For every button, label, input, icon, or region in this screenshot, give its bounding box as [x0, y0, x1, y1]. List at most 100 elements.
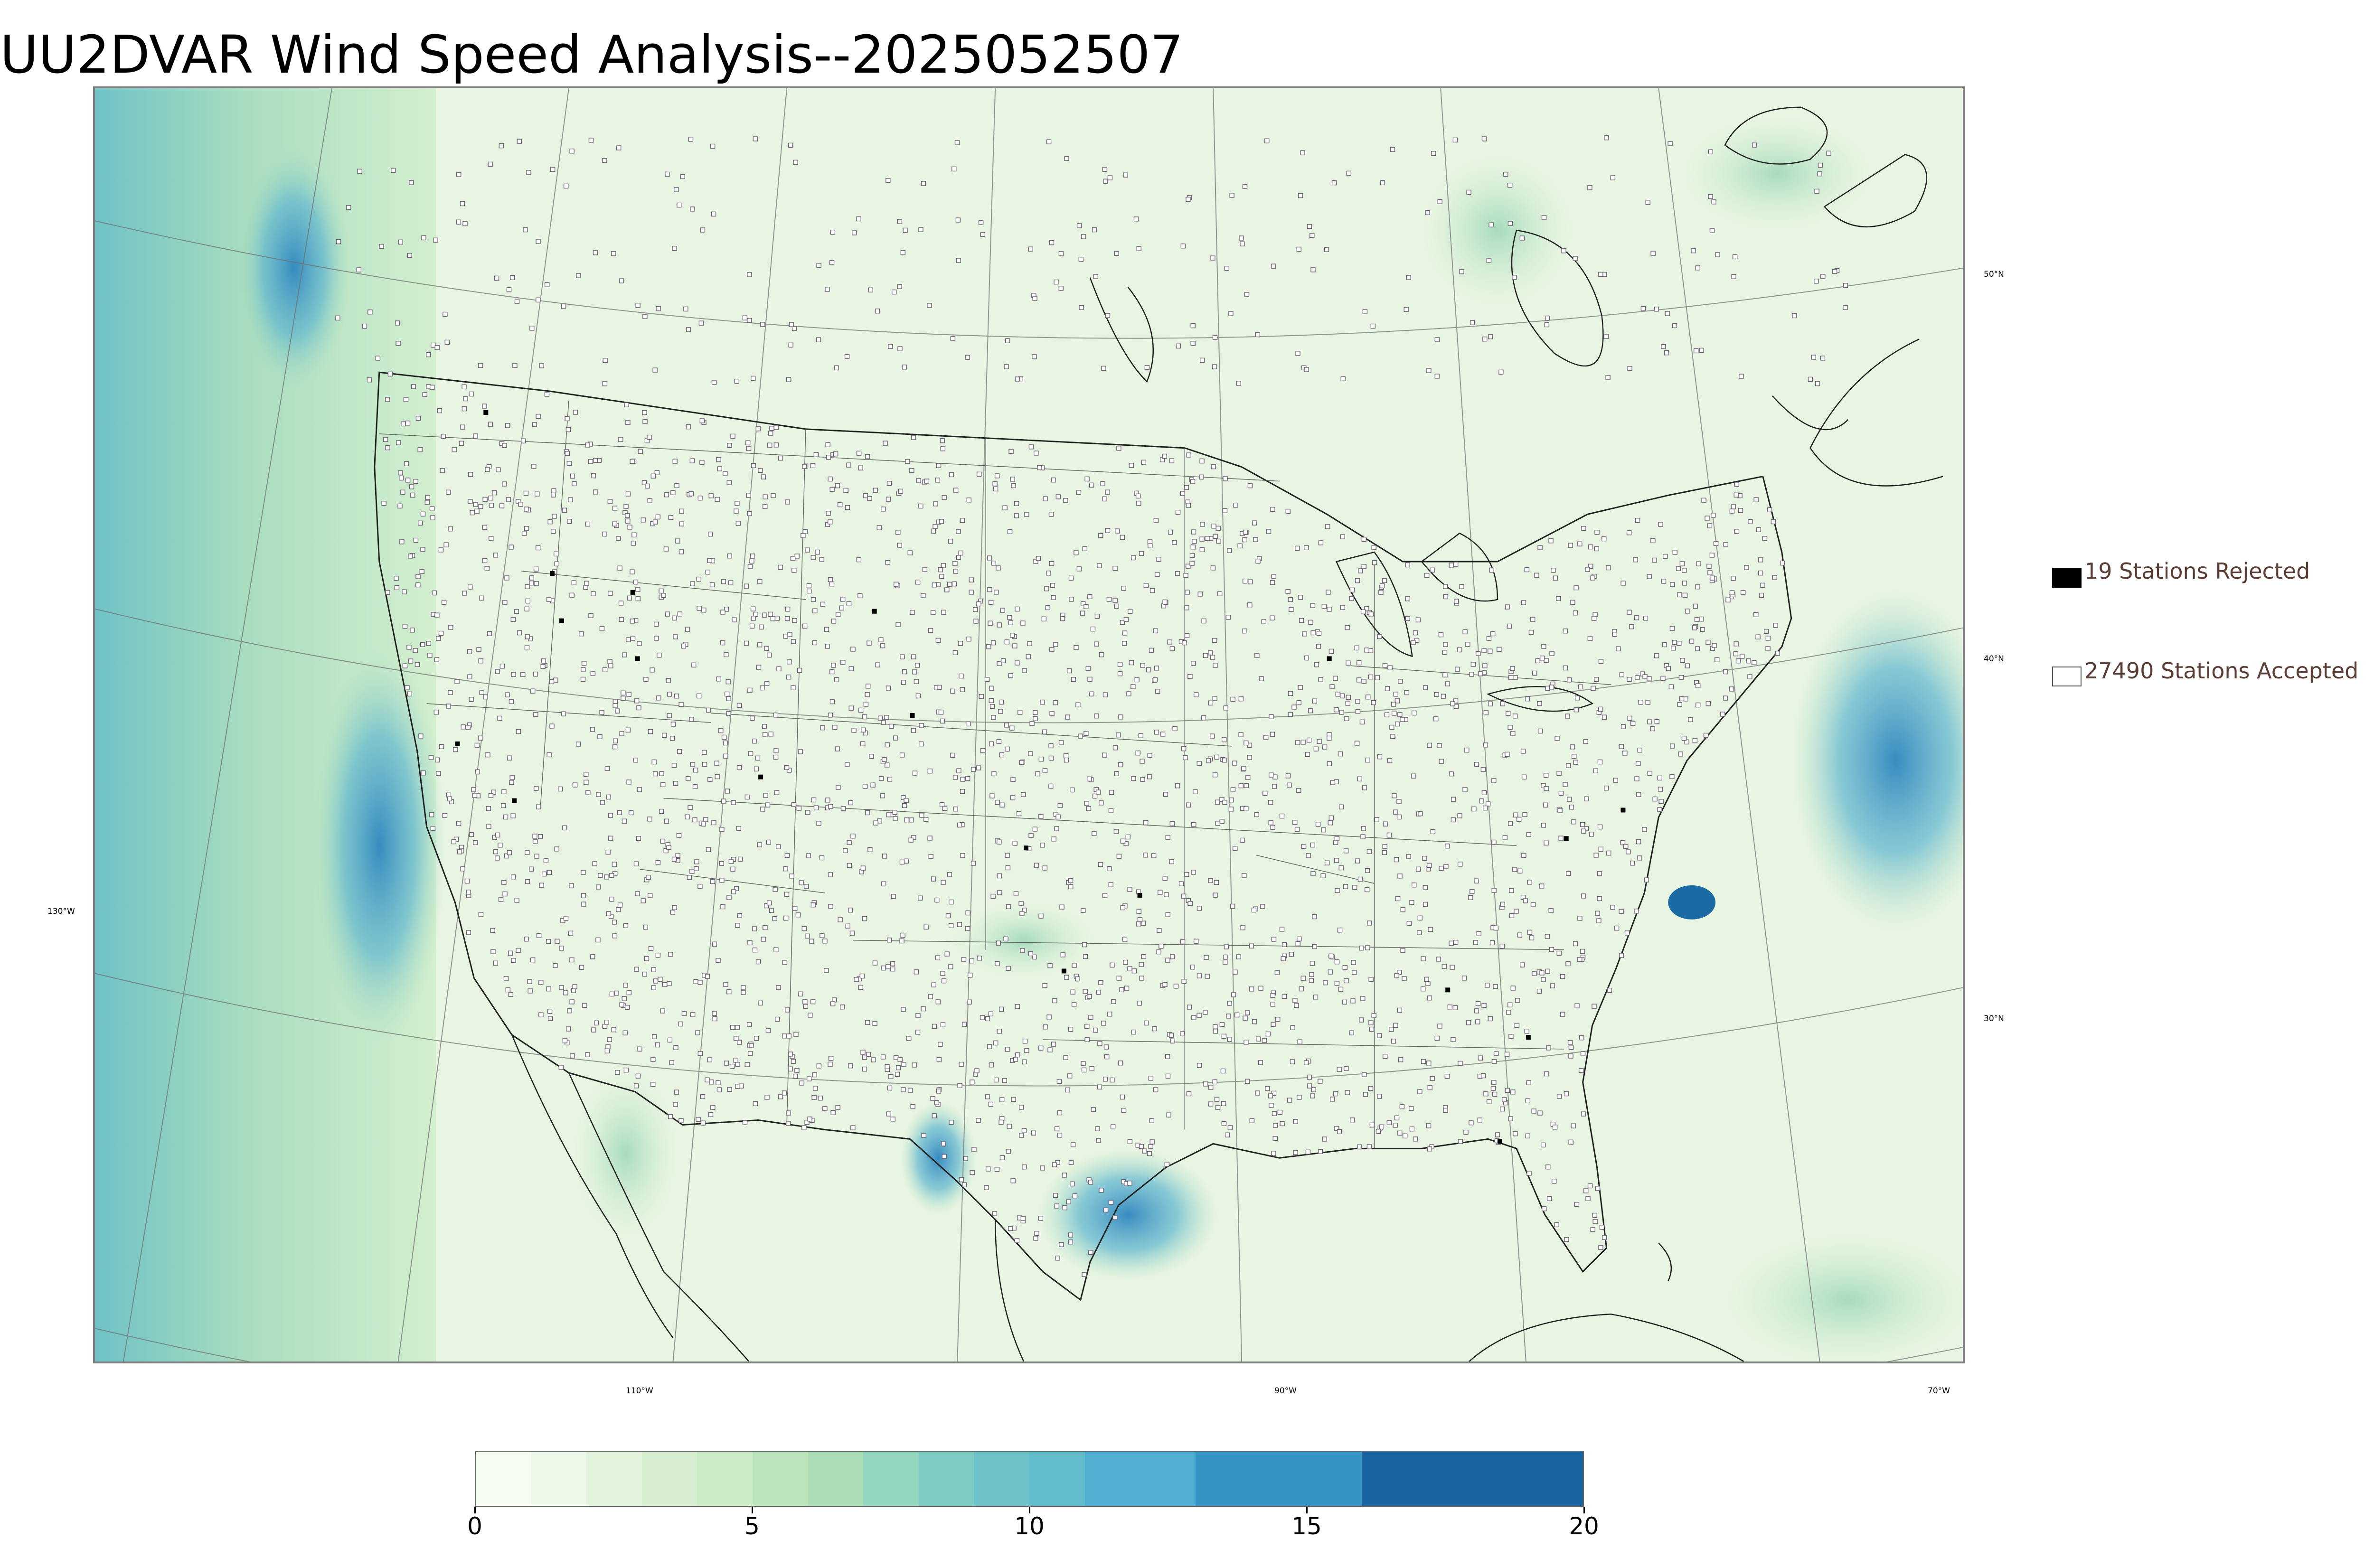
station-marker	[1212, 772, 1218, 778]
station-marker	[1055, 814, 1061, 820]
station-marker	[969, 958, 975, 964]
station-marker	[630, 569, 635, 574]
station-marker	[1187, 674, 1193, 679]
station-marker	[882, 854, 887, 859]
station-marker	[898, 488, 904, 494]
station-marker	[1295, 351, 1300, 356]
station-marker	[764, 1095, 770, 1100]
station-marker	[938, 709, 944, 715]
station-marker	[1058, 286, 1064, 291]
wind-max-canada	[1422, 154, 1573, 306]
station-marker	[1151, 853, 1157, 858]
station-marker	[835, 483, 840, 488]
station-marker	[499, 143, 504, 149]
station-marker	[532, 834, 537, 839]
station-marker	[688, 137, 694, 142]
station-marker	[1242, 578, 1248, 584]
station-marker	[1517, 868, 1523, 873]
station-marker	[914, 679, 919, 684]
station-marker	[1242, 629, 1247, 634]
station-marker	[890, 966, 895, 972]
station-marker	[721, 579, 726, 584]
station-marker	[654, 470, 660, 475]
station-marker	[1451, 797, 1456, 802]
station-marker	[335, 315, 340, 321]
station-marker	[940, 971, 945, 976]
station-marker	[989, 698, 994, 704]
station-marker	[788, 1052, 793, 1057]
station-marker	[862, 1066, 867, 1072]
station-marker	[921, 1006, 926, 1012]
station-marker	[1199, 458, 1205, 464]
station-marker	[1108, 882, 1113, 887]
station-marker	[1165, 958, 1170, 963]
station-marker	[1570, 600, 1575, 605]
station-marker	[762, 612, 767, 618]
station-marker	[716, 676, 722, 682]
station-marker	[569, 999, 575, 1005]
station-marker	[1523, 898, 1528, 903]
station-marker	[807, 588, 812, 594]
station-marker	[833, 451, 838, 457]
station-marker	[1342, 999, 1347, 1005]
station-marker	[1034, 863, 1039, 868]
station-marker	[1561, 248, 1566, 254]
station-marker	[1351, 970, 1357, 975]
station-marker	[1281, 942, 1287, 948]
station-marker	[1068, 1160, 1074, 1165]
station-marker	[375, 356, 381, 361]
station-marker	[1225, 614, 1231, 620]
station-marker	[1112, 1215, 1118, 1220]
station-marker	[1304, 1060, 1309, 1065]
station-marker	[1334, 959, 1340, 965]
station-marker	[1397, 873, 1403, 879]
station-marker	[1513, 675, 1518, 680]
station-marker	[604, 766, 610, 771]
station-marker	[1240, 925, 1245, 930]
station-marker	[679, 521, 684, 526]
station-marker	[1434, 1035, 1440, 1041]
station-marker	[1287, 782, 1292, 788]
station-marker	[1577, 541, 1583, 546]
map-frame	[93, 86, 1965, 1363]
station-marker	[709, 1080, 714, 1085]
station-marker	[727, 553, 732, 559]
station-marker	[1466, 1020, 1471, 1025]
station-marker	[1647, 574, 1652, 579]
station-marker	[856, 216, 861, 222]
station-marker	[725, 679, 731, 685]
station-marker	[1542, 1206, 1547, 1211]
station-marker	[1457, 813, 1462, 818]
station-marker	[1040, 1165, 1045, 1171]
station-marker	[1181, 746, 1187, 751]
station-marker	[1390, 147, 1395, 152]
station-marker	[991, 561, 997, 566]
station-marker	[1226, 1014, 1231, 1019]
station-marker	[822, 1106, 828, 1111]
station-marker	[1112, 598, 1118, 603]
station-marker	[747, 1051, 753, 1056]
station-marker	[1272, 784, 1277, 789]
station-marker	[712, 941, 717, 947]
station-marker	[1140, 777, 1145, 782]
station-marker	[1580, 1051, 1586, 1056]
station-marker	[614, 990, 619, 996]
station-marker	[1349, 596, 1354, 601]
station-marker	[731, 889, 736, 894]
station-marker	[1485, 983, 1490, 988]
station-marker	[1735, 658, 1741, 664]
station-marker	[637, 1046, 642, 1052]
station-marker	[529, 575, 535, 581]
station-marker	[630, 459, 635, 464]
station-marker	[558, 1065, 564, 1070]
station-marker	[1430, 829, 1436, 835]
station-marker	[541, 871, 547, 877]
station-marker	[991, 715, 996, 720]
station-marker	[422, 392, 427, 397]
station-marker	[602, 158, 607, 163]
station-marker	[1581, 893, 1586, 899]
station-marker	[612, 506, 618, 511]
station-marker	[1325, 524, 1330, 529]
station-marker	[570, 473, 575, 479]
station-marker	[514, 609, 519, 614]
